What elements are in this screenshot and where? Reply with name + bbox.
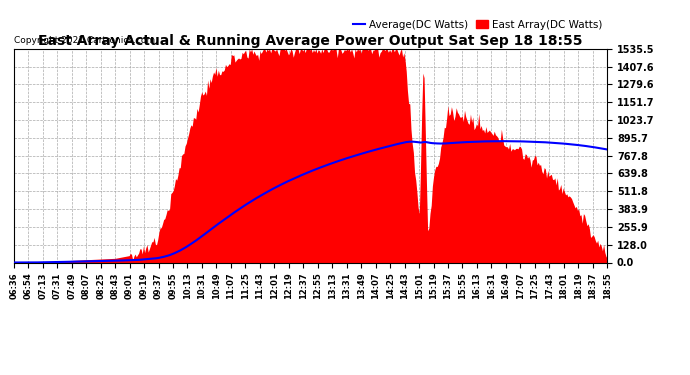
Title: East Array Actual & Running Average Power Output Sat Sep 18 18:55: East Array Actual & Running Average Powe… (38, 34, 583, 48)
Legend: Average(DC Watts), East Array(DC Watts): Average(DC Watts), East Array(DC Watts) (353, 20, 602, 30)
Text: Copyright 2021 Cartronics.com: Copyright 2021 Cartronics.com (14, 36, 155, 45)
